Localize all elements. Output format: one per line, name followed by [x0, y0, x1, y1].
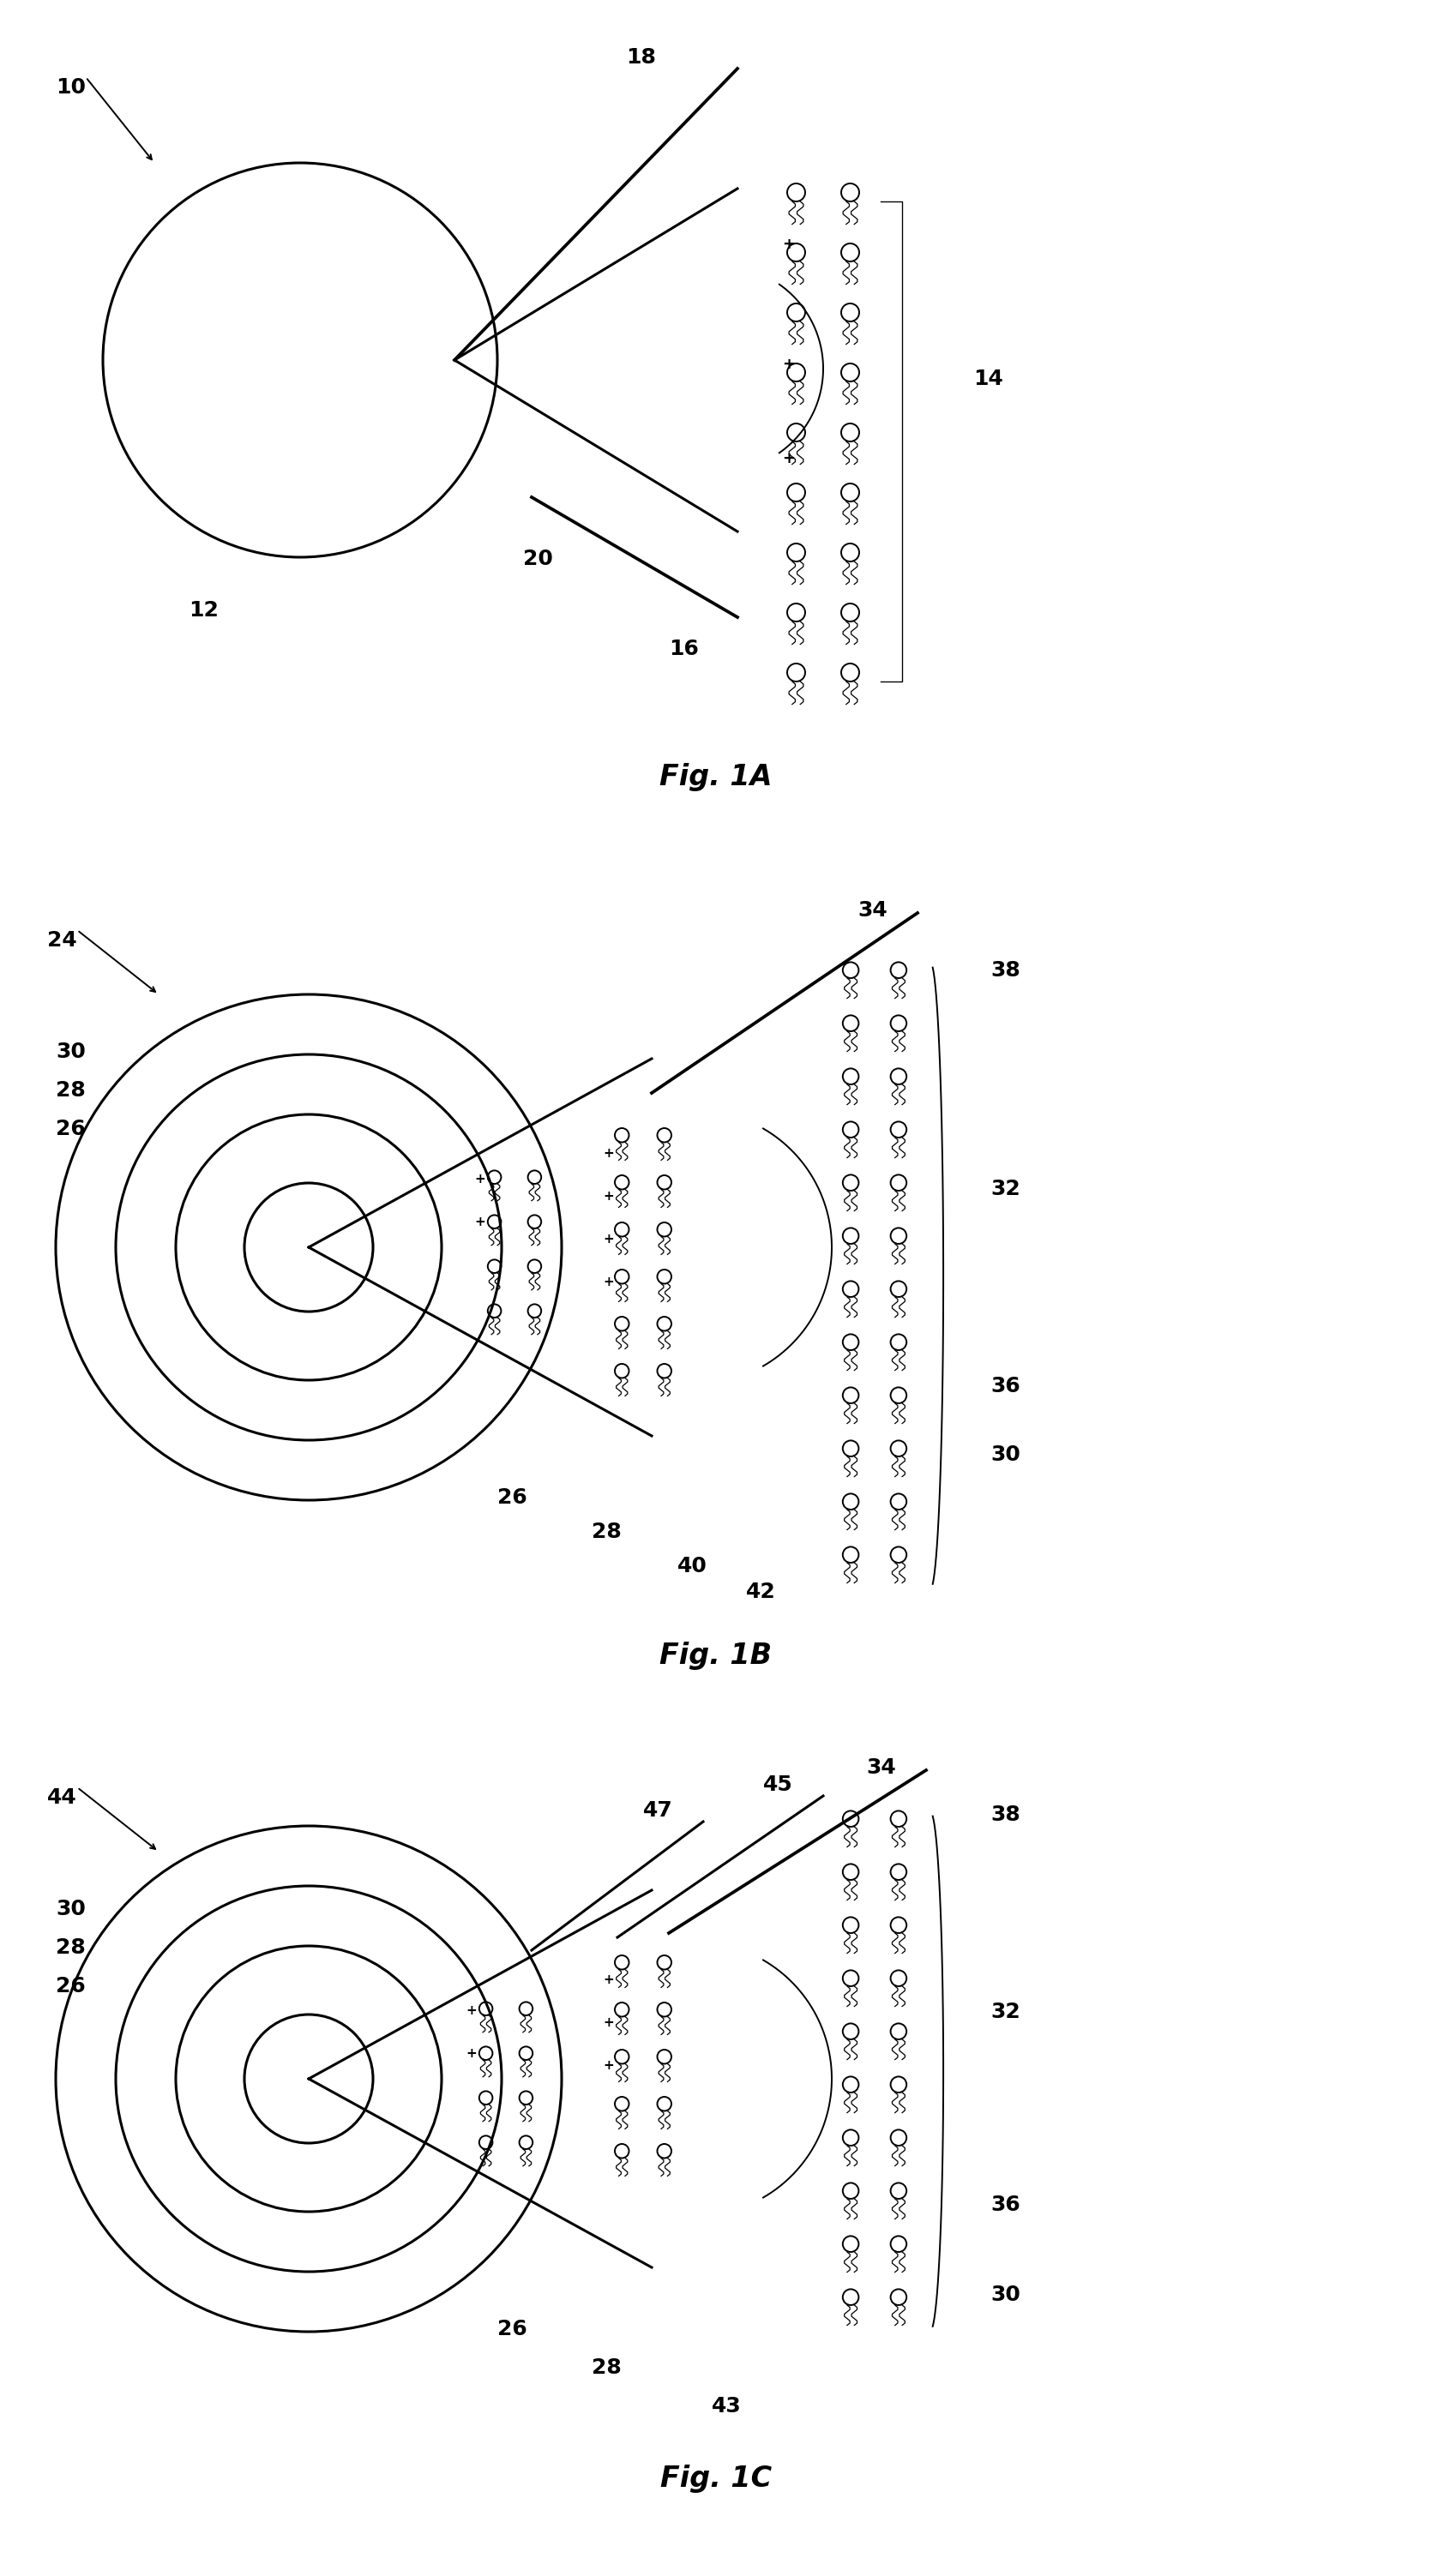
- Text: 10: 10: [56, 77, 86, 98]
- Text: 28: 28: [591, 2357, 621, 2378]
- Text: 32: 32: [991, 1180, 1020, 1200]
- Text: Fig. 1B: Fig. 1B: [660, 1641, 772, 1669]
- Text: 40: 40: [677, 1556, 707, 1577]
- Text: +: +: [603, 1190, 614, 1203]
- Text: 30: 30: [56, 1041, 86, 1061]
- Text: 16: 16: [669, 639, 699, 659]
- Text: 24: 24: [47, 930, 77, 951]
- Text: 38: 38: [991, 1803, 1020, 1824]
- Text: 30: 30: [991, 2285, 1020, 2306]
- Text: +: +: [603, 1973, 614, 1986]
- Text: 42: 42: [746, 1582, 776, 1602]
- Text: 18: 18: [626, 46, 656, 67]
- Text: 36: 36: [991, 2195, 1020, 2215]
- Text: 43: 43: [712, 2396, 742, 2416]
- Text: 32: 32: [991, 2002, 1020, 2022]
- Text: 26: 26: [56, 1976, 86, 1996]
- Text: 44: 44: [47, 1788, 77, 1808]
- Text: 30: 30: [56, 1899, 86, 1919]
- Text: 28: 28: [56, 1937, 86, 1958]
- Text: +: +: [475, 1216, 485, 1229]
- Text: 38: 38: [991, 961, 1020, 981]
- Text: 26: 26: [497, 2318, 527, 2339]
- Text: +: +: [782, 237, 795, 252]
- Text: +: +: [467, 2004, 477, 2017]
- Text: 26: 26: [56, 1118, 86, 1139]
- Text: 30: 30: [991, 1445, 1020, 1466]
- Text: +: +: [603, 1146, 614, 1159]
- Text: 28: 28: [56, 1079, 86, 1100]
- Text: 34: 34: [858, 899, 888, 920]
- Text: 34: 34: [866, 1757, 896, 1777]
- Text: Fig. 1A: Fig. 1A: [660, 762, 772, 791]
- Text: Fig. 1C: Fig. 1C: [660, 2465, 772, 2494]
- Text: +: +: [603, 2061, 614, 2071]
- Text: 36: 36: [991, 1376, 1020, 1396]
- Text: 26: 26: [497, 1486, 527, 1507]
- Text: +: +: [782, 451, 795, 466]
- Text: 47: 47: [643, 1801, 673, 1821]
- Text: 45: 45: [763, 1775, 793, 1795]
- Text: 14: 14: [974, 368, 1004, 389]
- Text: +: +: [782, 355, 795, 371]
- Text: +: +: [475, 1172, 485, 1185]
- Text: +: +: [603, 1231, 614, 1244]
- Text: 28: 28: [591, 1522, 621, 1543]
- Text: 20: 20: [523, 549, 553, 569]
- Text: 12: 12: [189, 600, 219, 621]
- Text: +: +: [603, 1275, 614, 1288]
- Text: +: +: [467, 2048, 477, 2061]
- Text: +: +: [603, 2017, 614, 2030]
